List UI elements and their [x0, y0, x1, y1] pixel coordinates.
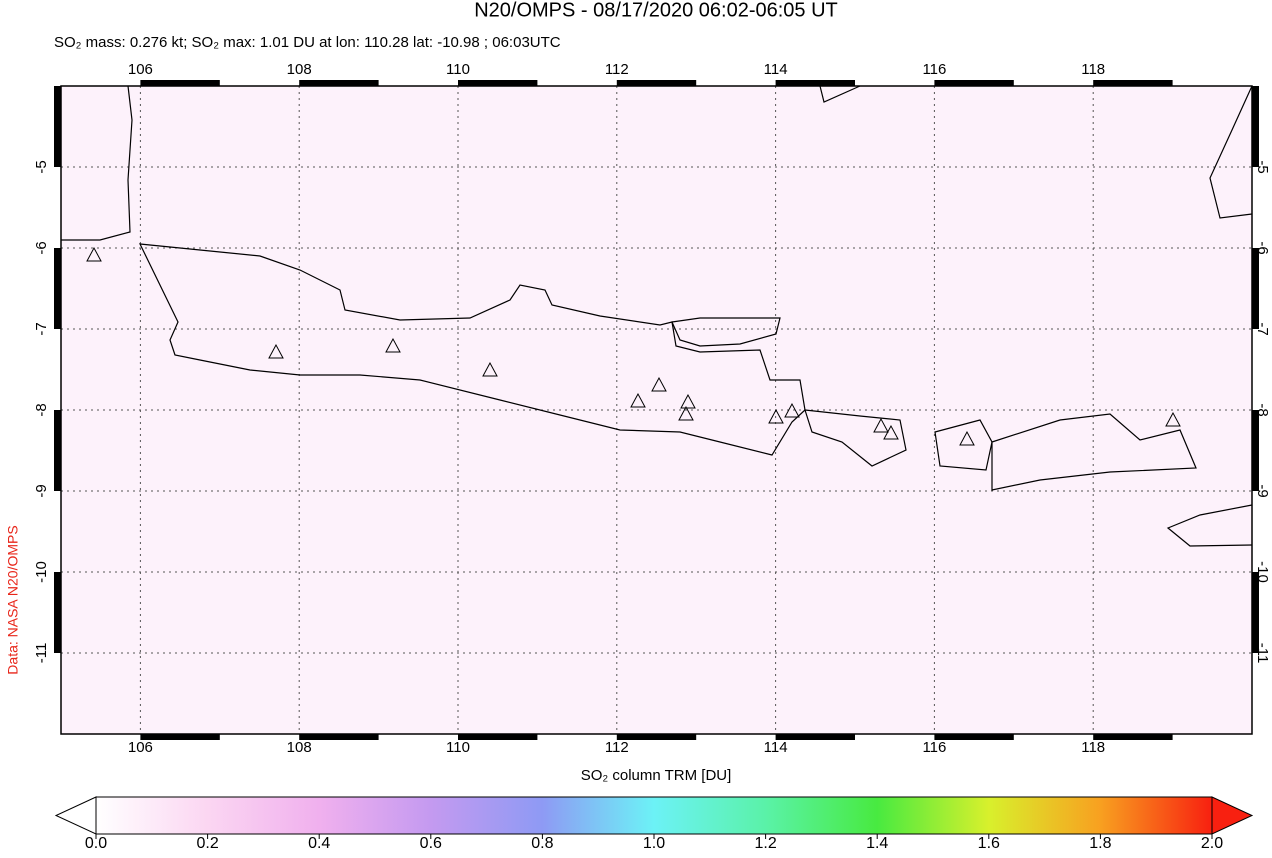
colorbar-tick-label: 0.2	[196, 835, 218, 852]
colorbar-tick-label: 0.6	[420, 835, 442, 852]
frame-bar	[458, 734, 538, 740]
volcano	[678, 405, 694, 421]
y-tick-label: -8	[33, 403, 50, 416]
y-tick-label: -7	[1254, 322, 1271, 335]
colorbar-over	[1211, 796, 1254, 835]
title: N20/OMPS - 08/17/2020 06:02-06:05 UT	[474, 0, 838, 21]
frame-bar	[299, 734, 379, 740]
coastline	[1209, 85, 1253, 219]
grid	[61, 86, 1252, 734]
frame-bar	[1093, 734, 1173, 740]
x-tick-label: 106	[128, 739, 153, 756]
x-tick-label: 110	[446, 61, 470, 78]
y-tick-label: -6	[1254, 241, 1271, 254]
frame-bar	[458, 80, 538, 86]
volcanoes	[86, 246, 1181, 446]
volcano	[768, 408, 784, 424]
coastline	[934, 419, 993, 471]
volcano	[784, 402, 800, 418]
colorbar-tick-label: 1.2	[754, 835, 776, 852]
y-tick-label: -9	[1254, 484, 1271, 497]
y-tick-label: -11	[1254, 643, 1271, 664]
y-tick-label: -10	[33, 561, 50, 583]
x-tick-label: 114	[764, 61, 788, 78]
frame-bar	[54, 572, 61, 653]
frame-bar	[299, 80, 379, 86]
y-tick-label: -5	[1254, 160, 1271, 173]
volcano	[873, 417, 889, 433]
colorbar-under	[54, 796, 97, 835]
x-tick-label: 108	[287, 739, 312, 756]
frame-bar	[1093, 80, 1173, 86]
x-tick-label: 118	[1081, 739, 1105, 756]
coastline	[804, 409, 907, 467]
y-tick-label: -7	[33, 322, 50, 335]
frame-bars	[54, 80, 1259, 740]
y-tick-label: -9	[33, 484, 50, 497]
coastlines	[61, 85, 1253, 547]
colorbar-tick-label: 1.8	[1089, 835, 1111, 852]
x-tick-label: 108	[287, 61, 312, 78]
x-tick-label: 116	[922, 739, 946, 756]
frame-bar	[775, 80, 855, 86]
subtitle: SO₂ mass: 0.276 kt; SO₂ max: 1.01 DU at …	[54, 34, 561, 51]
volcano	[883, 424, 899, 440]
volcano	[959, 430, 975, 446]
colorbar	[95, 796, 1213, 835]
colorbar-label: SO₂ column TRM [DU]	[581, 767, 732, 784]
frame-bar	[616, 80, 697, 86]
volcano	[268, 343, 284, 359]
frame-bar	[1252, 572, 1259, 653]
volcano	[630, 392, 646, 408]
x-tick-label: 116	[922, 61, 946, 78]
frame-bar	[54, 86, 61, 167]
coastline	[671, 317, 781, 347]
x-tick-label: 112	[605, 61, 629, 78]
volcano	[86, 246, 102, 262]
volcano	[651, 376, 667, 392]
colorbar-tick-label: 1.0	[643, 835, 665, 852]
volcano	[680, 393, 696, 409]
frame-bar	[54, 410, 61, 491]
coastline	[819, 85, 861, 103]
y-tick-label: -6	[33, 241, 50, 254]
frame-bar	[140, 80, 220, 86]
x-tick-label: 114	[764, 739, 788, 756]
frame-bar	[934, 80, 1014, 86]
colorbar-tick-label: 0.4	[308, 835, 330, 852]
volcano	[1165, 411, 1181, 427]
frame-bar	[934, 734, 1014, 740]
volcano	[482, 361, 498, 377]
x-tick-label: 106	[128, 61, 153, 78]
coastline	[61, 85, 133, 241]
coastline	[1166, 504, 1253, 547]
y-tick-label: -5	[33, 160, 50, 173]
frame-bar	[616, 734, 697, 740]
x-tick-label: 118	[1081, 61, 1105, 78]
x-tick-label: 112	[605, 739, 629, 756]
frame-bar	[1252, 410, 1259, 491]
colorbar-tick-label: 1.6	[978, 835, 1000, 852]
y-tick-label: -8	[1254, 403, 1271, 416]
frame-bar	[1252, 86, 1259, 167]
y-tick-label: -11	[33, 643, 50, 664]
y-tick-label: -10	[1254, 561, 1271, 583]
frame-bar	[1252, 248, 1259, 329]
volcano	[385, 337, 401, 353]
colorbar-tick-label: 0.0	[85, 835, 107, 852]
credit: Data: NASA N20/OMPS	[5, 525, 21, 674]
coastline	[991, 413, 1197, 491]
x-tick-label: 110	[446, 739, 470, 756]
colorbar-tick-label: 1.4	[866, 835, 888, 852]
frame-bar	[140, 734, 220, 740]
frame-bar	[775, 734, 855, 740]
frame-bar	[54, 248, 61, 329]
colorbar-tick-label: 0.8	[531, 835, 553, 852]
colorbar-tick-label: 2.0	[1201, 835, 1223, 852]
coastline	[138, 243, 806, 456]
